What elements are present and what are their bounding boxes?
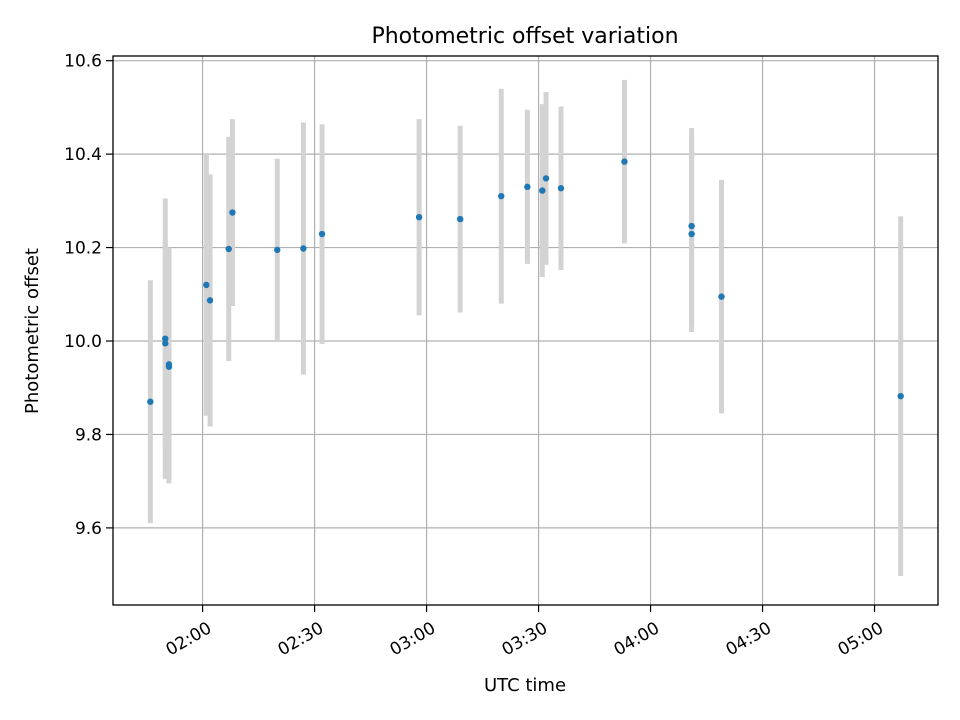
data-point [203, 281, 210, 289]
data-point [165, 363, 173, 370]
y-tick-label: 10.4 [64, 145, 102, 165]
data-point [415, 213, 423, 221]
y-axis-ticks: 9.6 9.8 10.0 10.2 10.4 10.6 [64, 52, 113, 539]
y-tick-label: 9.6 [75, 519, 102, 539]
data-point [162, 335, 169, 342]
data-point [688, 230, 695, 238]
data-point [542, 175, 550, 182]
data-point [300, 245, 307, 252]
chart-title: Photometric offset variation [371, 24, 678, 49]
data-point [274, 246, 281, 254]
data-point [225, 245, 232, 253]
data-point [897, 392, 904, 400]
data-point [539, 187, 546, 194]
y-tick-label: 10.2 [64, 239, 102, 259]
data-point [688, 222, 695, 230]
data-point [318, 230, 326, 238]
x-axis-label: UTC time [484, 675, 566, 696]
data-point [206, 297, 214, 304]
plot-frame [112, 55, 939, 606]
data-point [162, 340, 169, 347]
data-point [557, 185, 565, 192]
data-point [621, 158, 628, 165]
data-points [147, 158, 904, 405]
data-point [524, 183, 531, 191]
data-point [456, 215, 464, 223]
y-tick-label: 10.0 [64, 332, 102, 352]
data-point [147, 398, 154, 405]
y-tick-label: 9.8 [75, 425, 102, 445]
grid [113, 56, 938, 605]
data-point [229, 209, 236, 216]
y-axis-label: Photometric offset [22, 248, 43, 414]
data-point [498, 192, 505, 200]
y-tick-label: 10.6 [64, 52, 102, 72]
data-point [718, 293, 725, 300]
